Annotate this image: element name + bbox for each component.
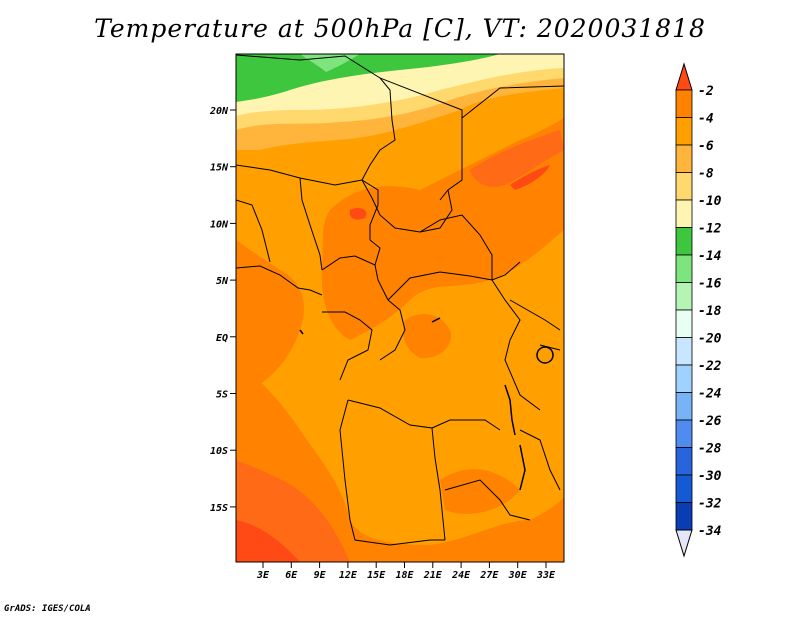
colorbar-segment (675, 117, 693, 146)
colorbar-segment (675, 337, 693, 366)
colorbar-segment (675, 447, 693, 476)
country-borders (236, 54, 564, 546)
lon-label: 3E (256, 570, 270, 581)
temperature-field (236, 54, 564, 562)
colorbar-top-arrow (675, 62, 693, 91)
colorbar-label: -28 (698, 442, 722, 457)
colorbar-label: -22 (698, 359, 722, 374)
lat-label: 5S (216, 390, 228, 401)
colorbar-segment (675, 364, 693, 393)
colorbar-segment (675, 309, 693, 338)
colorbar-label: -4 (698, 112, 714, 127)
lat-label: 15S (210, 503, 228, 514)
lat-label: 10N (210, 219, 229, 230)
colorbar-segment (675, 419, 693, 448)
lon-label: 24E (451, 570, 471, 581)
lat-label: 20N (209, 106, 229, 117)
lakes (299, 317, 554, 491)
colorbar-segment (675, 172, 693, 201)
lon-label: 27E (479, 570, 499, 581)
lat-label: 5N (216, 276, 229, 287)
colorbar-segment (675, 89, 693, 118)
lon-label: 12E (339, 570, 358, 581)
colorbar-label: -14 (698, 249, 722, 264)
colorbar-bottom-arrow (675, 529, 693, 558)
colorbar-segment (675, 227, 693, 256)
lon-label: 18E (395, 570, 414, 581)
colorbar-label: -18 (698, 304, 722, 319)
colorbar-label: -20 (698, 332, 722, 347)
colorbar-label: -32 (698, 497, 722, 512)
colorbar-segment (675, 282, 693, 311)
colorbar-label: -16 (698, 277, 722, 292)
colorbar-segment (675, 144, 693, 173)
colorbar-label: -10 (698, 194, 722, 209)
colorbar-label: -26 (698, 414, 722, 429)
colorbar-segment (675, 254, 693, 283)
lat-label: 15N (210, 163, 229, 174)
colorbar-segment (675, 199, 693, 228)
lon-label: 33E (536, 570, 556, 581)
lon-label: 21E (423, 570, 443, 581)
lat-label: 10S (210, 446, 228, 457)
colorbar-label: -30 (698, 469, 722, 484)
colorbar-label: -24 (698, 387, 722, 402)
lat-label: EQ (216, 333, 228, 344)
colorbar-label: -34 (698, 524, 722, 539)
colorbar-segment (675, 502, 693, 531)
colorbar-label: -6 (698, 139, 714, 154)
colorbar-label: -2 (698, 84, 714, 99)
lon-label: 6E (285, 570, 298, 581)
map-frame (235, 53, 565, 563)
colorbar-label: -12 (698, 222, 722, 237)
grads-credit: GrADS: IGES/COLA (4, 604, 91, 614)
lon-label: 9E (314, 570, 327, 581)
colorbar-label: -8 (698, 167, 714, 182)
colorbar-segment (675, 474, 693, 503)
map-title: Temperature at 500hPa [C], VT: 202003181… (94, 14, 706, 43)
lon-label: 15E (367, 570, 386, 581)
lon-label: 30E (508, 570, 528, 581)
colorbar-segment (675, 392, 693, 421)
